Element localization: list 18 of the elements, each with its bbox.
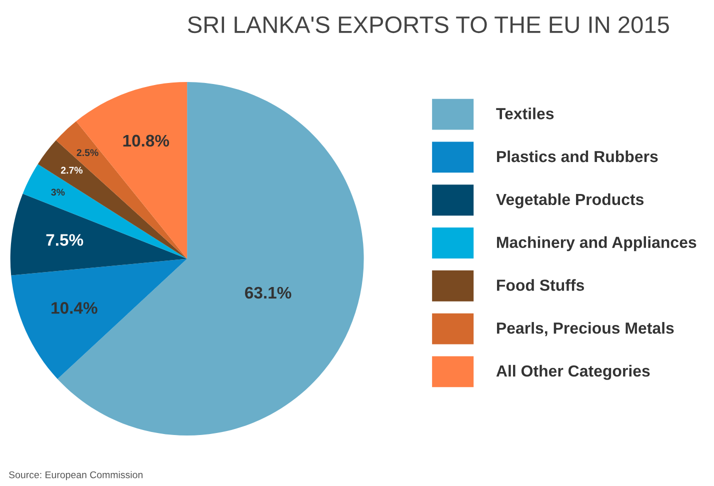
chart-title: SRI LANKA'S EXPORTS TO THE EU IN 2015 [188,16,669,34]
pie-slice [11,258,188,379]
data-label: 2.7% [60,166,83,174]
data-label: 63.1% [245,286,292,299]
legend-label: Pearls, Precious Metals [497,322,674,336]
pie-slice [22,164,188,259]
data-label: 10.4% [52,302,98,314]
data-label: 2.5% [76,149,98,156]
data-label: 3% [51,188,65,196]
data-label: 7.5% [46,234,84,246]
source-note: Source: European Commission [9,471,142,480]
legend-label: Textiles [496,108,554,120]
legend-label: Plastics and Rubbers [497,150,658,162]
legend-label: Food Stuffs [497,279,584,291]
legend-label: All Other Categories [496,364,650,380]
legend-label: Vegetable Products [496,193,644,208]
legend-label: Machinery and Appliances [497,236,696,252]
data-label: 10.8% [123,134,170,147]
